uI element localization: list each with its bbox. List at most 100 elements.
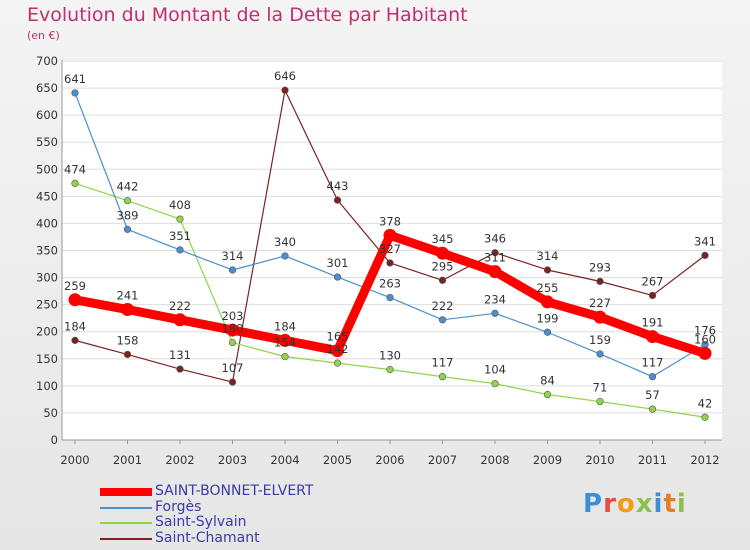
data-point	[491, 309, 499, 317]
data-point	[123, 225, 132, 233]
y-tick-label: 300	[36, 271, 58, 285]
data-point	[333, 273, 342, 281]
chart-title: Evolution du Montant de la Dette par Hab…	[27, 4, 468, 26]
data-point	[228, 338, 237, 347]
data-label: 641	[64, 72, 86, 86]
data-point	[438, 316, 447, 324]
data-label: 311	[484, 251, 506, 265]
data-point	[543, 390, 552, 399]
data-label: 130	[379, 349, 401, 363]
y-tick-label: 650	[36, 81, 58, 95]
data-point	[281, 353, 289, 361]
data-point	[596, 397, 604, 406]
data-point	[331, 344, 344, 358]
data-point	[386, 366, 394, 374]
data-label: 184	[274, 319, 296, 333]
data-label: 203	[222, 309, 244, 323]
data-point	[386, 259, 394, 267]
x-tick-label: 2006	[375, 453, 404, 467]
data-label: 474	[64, 162, 86, 176]
x-tick-label: 2002	[165, 453, 194, 467]
x-tick-label: 2011	[638, 453, 667, 467]
data-label: 314	[222, 249, 244, 263]
data-point	[541, 295, 554, 309]
data-point	[333, 196, 342, 204]
y-tick-label: 700	[36, 54, 58, 68]
data-point	[491, 249, 499, 257]
data-label: 408	[169, 198, 191, 212]
legend-label: SAINT-BONNET-ELVERT	[155, 483, 314, 499]
data-label: 142	[327, 342, 349, 356]
data-point	[648, 373, 657, 381]
data-label: 104	[484, 363, 506, 377]
x-tick-label: 2007	[428, 453, 457, 467]
data-point	[488, 265, 502, 279]
data-point	[438, 373, 447, 381]
logo-letter: x	[635, 489, 654, 519]
x-tick-label: 2000	[60, 453, 89, 467]
data-label: 340	[274, 235, 296, 249]
logo-letter: i	[676, 489, 687, 519]
data-label: 263	[379, 277, 401, 291]
data-label: 345	[432, 232, 454, 246]
data-point	[436, 246, 449, 260]
data-label: 314	[537, 249, 559, 263]
legend-swatch	[100, 537, 152, 540]
logo-letter: P	[583, 489, 604, 519]
data-point	[123, 197, 132, 205]
data-label: 71	[593, 381, 608, 395]
data-label: 241	[117, 289, 139, 303]
x-tick-label: 2004	[270, 453, 299, 467]
data-label: 646	[274, 69, 296, 83]
y-tick-label: 600	[36, 108, 58, 122]
logo-letter: r	[603, 489, 617, 519]
logo-letter: i	[653, 489, 664, 519]
x-tick-label: 2008	[480, 453, 509, 467]
data-label: 165	[327, 330, 349, 344]
data-label: 227	[589, 296, 611, 310]
data-label: 84	[540, 374, 555, 388]
data-point	[228, 266, 237, 274]
data-label: 351	[169, 229, 191, 243]
y-tick-label: 0	[51, 433, 58, 447]
data-point	[596, 277, 604, 285]
data-point	[228, 378, 237, 386]
legend-swatch	[100, 488, 152, 496]
y-tick-label: 400	[36, 216, 58, 230]
data-point	[278, 333, 292, 347]
legend-swatch	[100, 522, 152, 524]
data-point	[71, 89, 79, 97]
data-label: 131	[169, 348, 191, 362]
data-label: 199	[537, 311, 559, 325]
data-label: 160	[694, 332, 716, 346]
data-point	[648, 291, 657, 300]
data-point	[438, 276, 447, 284]
data-point	[333, 359, 342, 367]
y-tick-label: 100	[36, 379, 58, 393]
data-label: 389	[117, 208, 139, 222]
logo-letter: o	[616, 489, 636, 519]
x-tick-label: 2012	[690, 453, 719, 467]
data-label: 117	[432, 356, 454, 370]
x-tick-label: 2010	[585, 453, 614, 467]
x-tick-label: 2009	[533, 453, 562, 467]
data-point	[281, 252, 289, 260]
chart-unit-label: (en €)	[27, 29, 60, 42]
data-label: 107	[222, 361, 244, 375]
data-label: 255	[537, 281, 559, 295]
x-tick-label: 2005	[323, 453, 352, 467]
data-label: 346	[484, 232, 506, 246]
data-point	[648, 405, 657, 413]
data-point	[173, 313, 187, 327]
proxiti-logo: Proxiti	[583, 489, 687, 519]
data-label: 159	[589, 333, 611, 347]
y-tick-label: 150	[36, 352, 58, 366]
data-label: 295	[432, 259, 454, 273]
data-label: 176	[694, 324, 716, 338]
data-label: 301	[327, 256, 349, 270]
data-point	[121, 303, 134, 317]
data-point	[698, 346, 712, 360]
data-point	[226, 323, 239, 337]
data-label: 341	[694, 234, 716, 248]
